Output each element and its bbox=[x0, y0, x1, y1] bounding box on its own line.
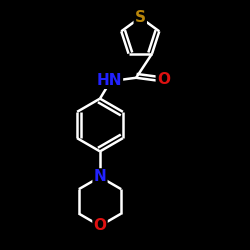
Text: HN: HN bbox=[96, 73, 122, 88]
Text: N: N bbox=[94, 170, 106, 184]
Text: S: S bbox=[135, 10, 146, 25]
Text: O: O bbox=[94, 218, 106, 233]
Text: O: O bbox=[157, 72, 170, 87]
